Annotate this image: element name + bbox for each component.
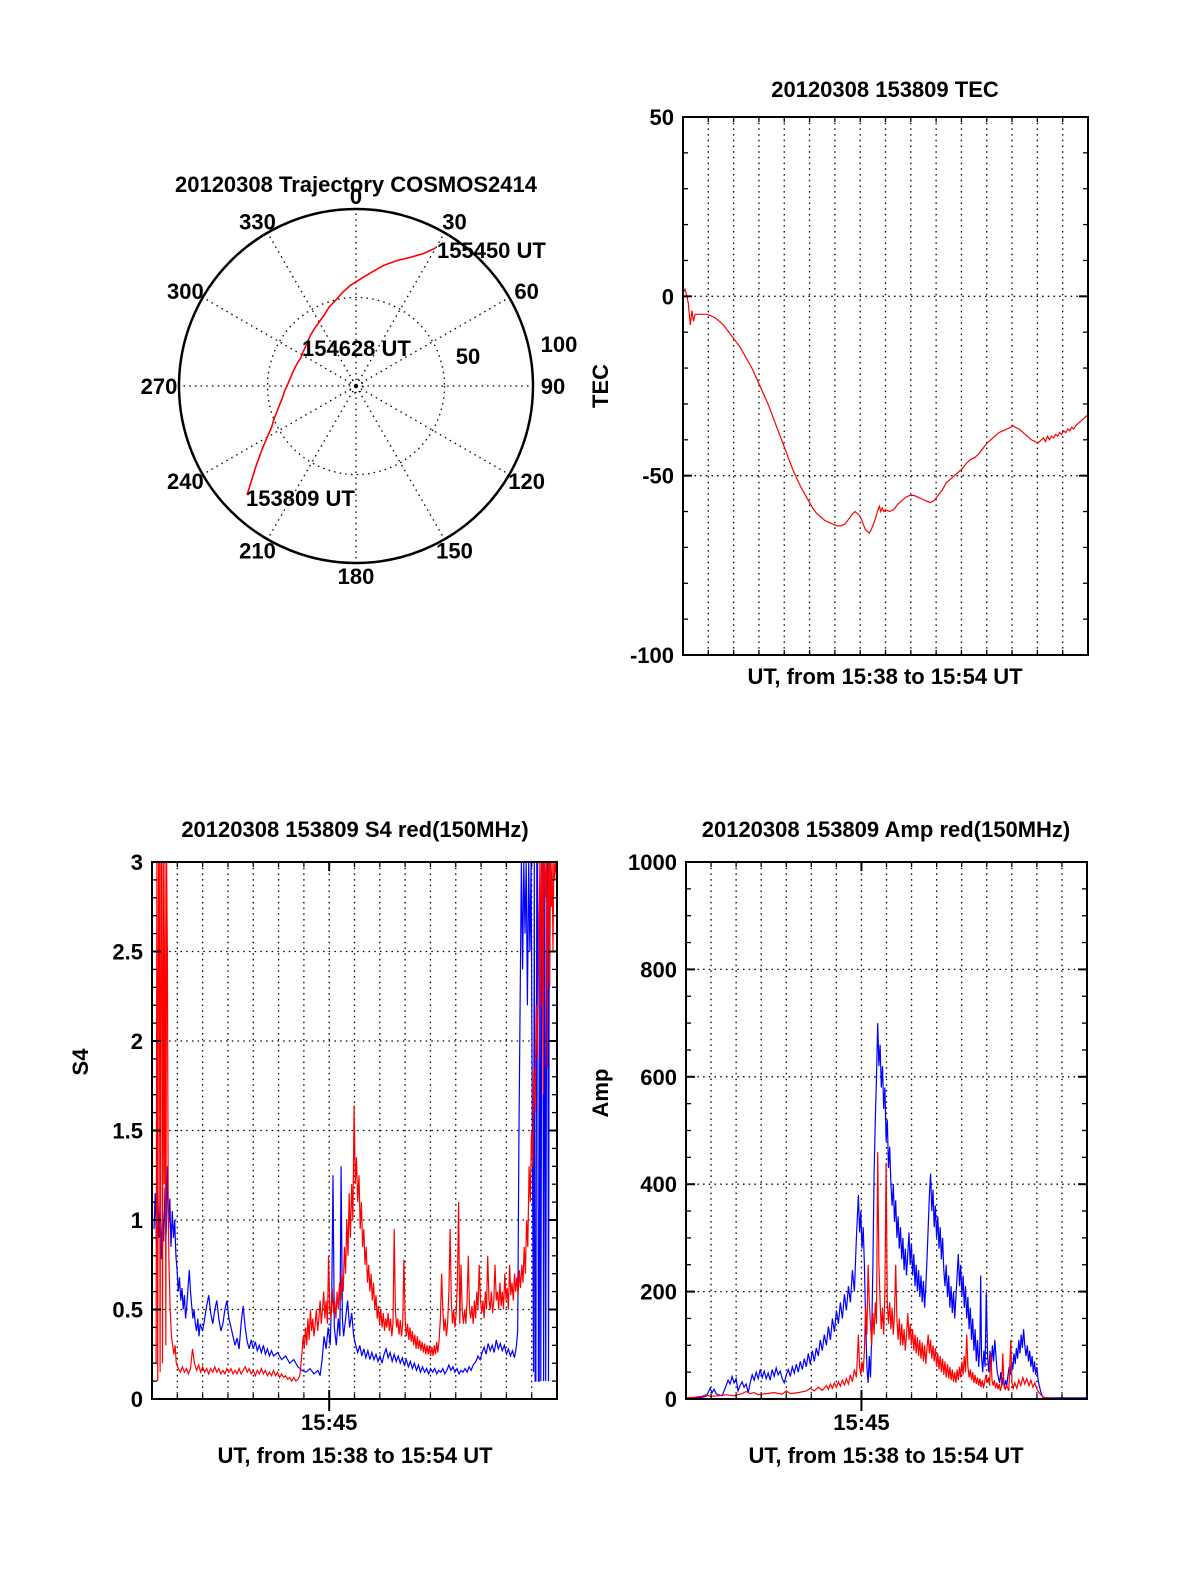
s4-title: 20120308 153809 S4 red(150MHz) <box>181 817 528 842</box>
amp-chart: 0 200 400 600 800 1000 15:45 20120308 153809 A… <box>588 817 1088 1468</box>
series-blue-channel <box>153 862 557 1382</box>
series-TEC <box>683 287 1088 535</box>
series-red-150MHz <box>155 862 557 1383</box>
polar-ring-50 <box>266 296 446 476</box>
trajectory-annotation: 154628 UT <box>302 336 411 361</box>
trajectory-line <box>246 247 436 496</box>
azimuth-label: 120 <box>508 469 545 494</box>
y-tick-label: 400 <box>640 1172 677 1197</box>
y-tick-label: -100 <box>630 643 674 668</box>
x-tick-label: 15:45 <box>301 1410 357 1435</box>
s4-chart-body: 0 0.5 1 1.5 2 2.5 3 15:45 <box>112 850 558 1435</box>
amp-ylabel: Amp <box>588 1069 613 1118</box>
y-tick-label: 3 <box>131 850 143 875</box>
s4-xlabel: UT, from 15:38 to 15:54 UT <box>217 1443 493 1468</box>
y-tick-label: 200 <box>640 1280 677 1305</box>
y-tick-label: 0.5 <box>112 1298 143 1323</box>
y-tick-label: 0 <box>665 1387 677 1412</box>
polar-outer-circle <box>177 207 535 565</box>
tec-xlabel: UT, from 15:38 to 15:54 UT <box>747 664 1023 689</box>
y-tick-label: 50 <box>650 105 674 130</box>
tec-chart-body: 50 0 -50 -100 <box>630 105 1089 668</box>
amp-title: 20120308 153809 Amp red(150MHz) <box>702 817 1071 842</box>
polar-spoke <box>355 232 446 387</box>
azimuth-label: 30 <box>442 209 466 234</box>
y-tick-label: 800 <box>640 957 677 982</box>
y-tick-label: 0 <box>131 1387 143 1412</box>
series-blue-channel <box>686 1023 1087 1399</box>
azimuth-label: 300 <box>167 279 204 304</box>
azimuth-label: 60 <box>514 279 538 304</box>
y-tick-label: 1 <box>131 1208 143 1233</box>
trajectory-title: 20120308 Trajectory COSMOS2414 <box>175 172 538 197</box>
polar-center-ring <box>348 378 364 394</box>
azimuth-label: 0 <box>350 184 362 209</box>
y-tick-label: 1.5 <box>112 1119 143 1144</box>
y-tick-label: 1000 <box>628 850 677 875</box>
polar-spoke <box>266 385 357 540</box>
polar-spoke <box>266 232 357 387</box>
y-tick-label: 2 <box>131 1029 143 1054</box>
amp-chart-body: 0 200 400 600 800 1000 15:45 <box>628 850 1088 1435</box>
x-tick-label: 15:45 <box>833 1410 889 1435</box>
trajectory-annotation: 153809 UT <box>246 486 355 511</box>
radial-label: 50 <box>456 344 480 369</box>
polar-spoke <box>355 385 510 476</box>
polar-spoke <box>355 296 510 387</box>
y-tick-label: 2.5 <box>112 940 143 965</box>
y-tick-label: 600 <box>640 1065 677 1090</box>
azimuth-label: 240 <box>167 469 204 494</box>
trajectory-polar-chart: 0 30 60 90 120 150 180 210 240 270 300 330 50 100 1538… <box>141 172 578 589</box>
radial-label: 100 <box>541 332 578 357</box>
polar-spoke <box>202 385 357 476</box>
amp-xlabel: UT, from 15:38 to 15:54 UT <box>748 1443 1024 1468</box>
s4-ylabel: S4 <box>68 1048 93 1076</box>
azimuth-label: 180 <box>338 564 375 589</box>
polar-spoke <box>202 296 357 387</box>
y-tick-label: -50 <box>642 464 674 489</box>
tec-title: 20120308 153809 TEC <box>771 77 999 102</box>
series-red-150MHz <box>686 1151 1087 1399</box>
tec-ylabel: TEC <box>588 364 613 408</box>
azimuth-label: 330 <box>239 209 276 234</box>
azimuth-label: 150 <box>436 539 473 564</box>
azimuth-label: 210 <box>239 539 276 564</box>
azimuth-label: 90 <box>541 374 565 399</box>
tec-chart: 50 0 -50 -100 20120308 153809 TEC UT, from … <box>588 77 1089 689</box>
trajectory-annotation: 155450 UT <box>437 238 546 263</box>
polar-spoke <box>355 385 446 540</box>
azimuth-label: 270 <box>141 374 178 399</box>
polar-center-dot <box>353 383 359 389</box>
s4-chart: 0 0.5 1 1.5 2 2.5 3 15:45 20120308 153809 S4 re… <box>68 817 558 1468</box>
trajectory-polar-body: 0 30 60 90 120 150 180 210 240 270 300 330 50 100 1538… <box>141 184 578 589</box>
y-tick-label: 0 <box>662 284 674 309</box>
